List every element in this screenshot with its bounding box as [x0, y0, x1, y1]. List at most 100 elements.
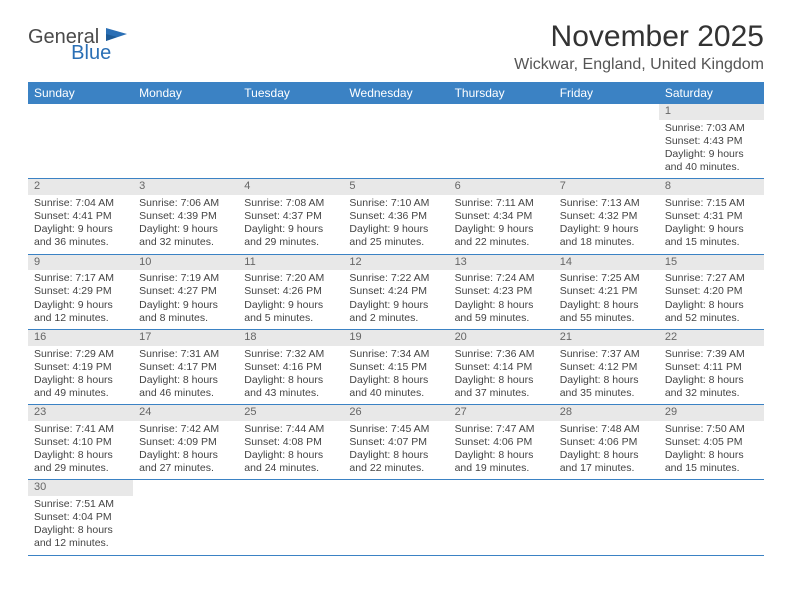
calendar-day-cell: 19Sunrise: 7:34 AMSunset: 4:15 PMDayligh… — [343, 329, 448, 404]
sunset-text: Sunset: 4:21 PM — [560, 285, 653, 298]
sunrise-text: Sunrise: 7:45 AM — [349, 423, 442, 436]
sunrise-text: Sunrise: 7:11 AM — [455, 197, 548, 210]
day-content: Sunrise: 7:31 AMSunset: 4:17 PMDaylight:… — [133, 346, 238, 405]
sunset-text: Sunset: 4:16 PM — [244, 361, 337, 374]
sunset-text: Sunset: 4:27 PM — [139, 285, 232, 298]
sunset-text: Sunset: 4:04 PM — [34, 511, 127, 524]
daylight-text: Daylight: 9 hours and 5 minutes. — [244, 299, 337, 325]
sunrise-text: Sunrise: 7:48 AM — [560, 423, 653, 436]
day-number: 14 — [554, 255, 659, 271]
daylight-text: Daylight: 9 hours and 2 minutes. — [349, 299, 442, 325]
day-number: 13 — [449, 255, 554, 271]
calendar-day-cell: 8Sunrise: 7:15 AMSunset: 4:31 PMDaylight… — [659, 179, 764, 254]
sunset-text: Sunset: 4:39 PM — [139, 210, 232, 223]
day-header: Saturday — [659, 82, 764, 104]
sunset-text: Sunset: 4:29 PM — [34, 285, 127, 298]
daylight-text: Daylight: 8 hours and 43 minutes. — [244, 374, 337, 400]
day-number: 24 — [133, 405, 238, 421]
day-content: Sunrise: 7:04 AMSunset: 4:41 PMDaylight:… — [28, 195, 133, 254]
day-content: Sunrise: 7:25 AMSunset: 4:21 PMDaylight:… — [554, 270, 659, 329]
day-number: 9 — [28, 255, 133, 271]
daylight-text: Daylight: 9 hours and 36 minutes. — [34, 223, 127, 249]
daylight-text: Daylight: 8 hours and 22 minutes. — [349, 449, 442, 475]
calendar-day-cell: 25Sunrise: 7:44 AMSunset: 4:08 PMDayligh… — [238, 405, 343, 480]
daylight-text: Daylight: 9 hours and 22 minutes. — [455, 223, 548, 249]
day-number: 8 — [659, 179, 764, 195]
calendar-day-cell: 15Sunrise: 7:27 AMSunset: 4:20 PMDayligh… — [659, 254, 764, 329]
day-number: 12 — [343, 255, 448, 271]
calendar-day-cell: 20Sunrise: 7:36 AMSunset: 4:14 PMDayligh… — [449, 329, 554, 404]
sunrise-text: Sunrise: 7:37 AM — [560, 348, 653, 361]
day-content: Sunrise: 7:08 AMSunset: 4:37 PMDaylight:… — [238, 195, 343, 254]
day-content: Sunrise: 7:11 AMSunset: 4:34 PMDaylight:… — [449, 195, 554, 254]
sunset-text: Sunset: 4:31 PM — [665, 210, 758, 223]
day-number: 20 — [449, 330, 554, 346]
sunrise-text: Sunrise: 7:39 AM — [665, 348, 758, 361]
calendar-day-cell: 7Sunrise: 7:13 AMSunset: 4:32 PMDaylight… — [554, 179, 659, 254]
sunrise-text: Sunrise: 7:42 AM — [139, 423, 232, 436]
calendar-body: 1Sunrise: 7:03 AMSunset: 4:43 PMDaylight… — [28, 104, 764, 555]
calendar-day-cell — [659, 480, 764, 555]
calendar-week-row: 1Sunrise: 7:03 AMSunset: 4:43 PMDaylight… — [28, 104, 764, 179]
sunset-text: Sunset: 4:36 PM — [349, 210, 442, 223]
calendar-day-cell — [343, 104, 448, 179]
daylight-text: Daylight: 9 hours and 8 minutes. — [139, 299, 232, 325]
sunset-text: Sunset: 4:06 PM — [560, 436, 653, 449]
day-header: Sunday — [28, 82, 133, 104]
daylight-text: Daylight: 8 hours and 46 minutes. — [139, 374, 232, 400]
day-content: Sunrise: 7:42 AMSunset: 4:09 PMDaylight:… — [133, 421, 238, 480]
day-content: Sunrise: 7:22 AMSunset: 4:24 PMDaylight:… — [343, 270, 448, 329]
sunrise-text: Sunrise: 7:04 AM — [34, 197, 127, 210]
day-content: Sunrise: 7:47 AMSunset: 4:06 PMDaylight:… — [449, 421, 554, 480]
day-number: 17 — [133, 330, 238, 346]
day-number: 7 — [554, 179, 659, 195]
calendar-day-cell: 16Sunrise: 7:29 AMSunset: 4:19 PMDayligh… — [28, 329, 133, 404]
sunset-text: Sunset: 4:43 PM — [665, 135, 758, 148]
sunrise-text: Sunrise: 7:03 AM — [665, 122, 758, 135]
day-content: Sunrise: 7:03 AMSunset: 4:43 PMDaylight:… — [659, 120, 764, 179]
sunset-text: Sunset: 4:12 PM — [560, 361, 653, 374]
day-header: Friday — [554, 82, 659, 104]
calendar-week-row: 16Sunrise: 7:29 AMSunset: 4:19 PMDayligh… — [28, 329, 764, 404]
day-content: Sunrise: 7:20 AMSunset: 4:26 PMDaylight:… — [238, 270, 343, 329]
calendar-day-cell: 4Sunrise: 7:08 AMSunset: 4:37 PMDaylight… — [238, 179, 343, 254]
calendar-day-cell — [133, 104, 238, 179]
day-content: Sunrise: 7:10 AMSunset: 4:36 PMDaylight:… — [343, 195, 448, 254]
day-number: 30 — [28, 480, 133, 496]
sunset-text: Sunset: 4:17 PM — [139, 361, 232, 374]
sunset-text: Sunset: 4:08 PM — [244, 436, 337, 449]
day-number: 6 — [449, 179, 554, 195]
day-number: 1 — [659, 104, 764, 120]
daylight-text: Daylight: 8 hours and 27 minutes. — [139, 449, 232, 475]
sunset-text: Sunset: 4:06 PM — [455, 436, 548, 449]
logo: General Blue — [28, 26, 175, 49]
calendar-day-cell: 1Sunrise: 7:03 AMSunset: 4:43 PMDaylight… — [659, 104, 764, 179]
sunset-text: Sunset: 4:09 PM — [139, 436, 232, 449]
calendar-day-cell — [449, 480, 554, 555]
daylight-text: Daylight: 9 hours and 40 minutes. — [665, 148, 758, 174]
sunrise-text: Sunrise: 7:13 AM — [560, 197, 653, 210]
daylight-text: Daylight: 8 hours and 37 minutes. — [455, 374, 548, 400]
day-number: 25 — [238, 405, 343, 421]
sunset-text: Sunset: 4:41 PM — [34, 210, 127, 223]
calendar-day-cell: 18Sunrise: 7:32 AMSunset: 4:16 PMDayligh… — [238, 329, 343, 404]
calendar-day-cell: 13Sunrise: 7:24 AMSunset: 4:23 PMDayligh… — [449, 254, 554, 329]
daylight-text: Daylight: 9 hours and 12 minutes. — [34, 299, 127, 325]
daylight-text: Daylight: 8 hours and 24 minutes. — [244, 449, 337, 475]
day-number: 21 — [554, 330, 659, 346]
calendar-day-cell: 12Sunrise: 7:22 AMSunset: 4:24 PMDayligh… — [343, 254, 448, 329]
sunset-text: Sunset: 4:15 PM — [349, 361, 442, 374]
daylight-text: Daylight: 8 hours and 32 minutes. — [665, 374, 758, 400]
sunrise-text: Sunrise: 7:19 AM — [139, 272, 232, 285]
calendar-day-cell — [554, 480, 659, 555]
daylight-text: Daylight: 8 hours and 40 minutes. — [349, 374, 442, 400]
day-content: Sunrise: 7:13 AMSunset: 4:32 PMDaylight:… — [554, 195, 659, 254]
calendar-day-cell: 22Sunrise: 7:39 AMSunset: 4:11 PMDayligh… — [659, 329, 764, 404]
day-number: 27 — [449, 405, 554, 421]
calendar-day-cell — [238, 104, 343, 179]
calendar-table: SundayMondayTuesdayWednesdayThursdayFrid… — [28, 82, 764, 556]
sunset-text: Sunset: 4:10 PM — [34, 436, 127, 449]
sunset-text: Sunset: 4:05 PM — [665, 436, 758, 449]
day-number: 2 — [28, 179, 133, 195]
sunrise-text: Sunrise: 7:08 AM — [244, 197, 337, 210]
